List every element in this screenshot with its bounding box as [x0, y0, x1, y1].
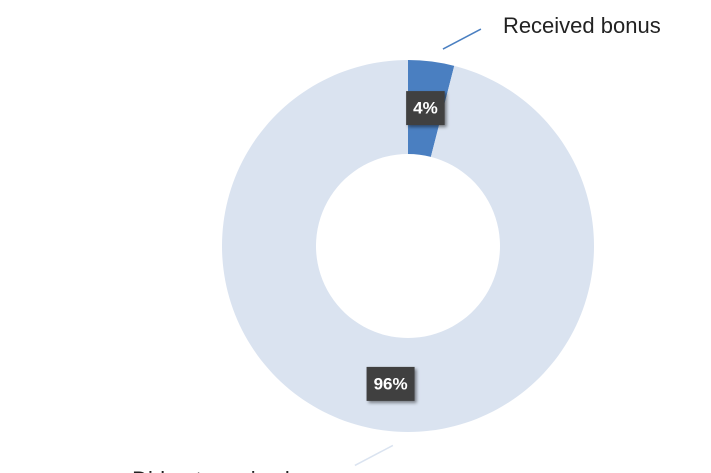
category-label: Received bonus — [503, 13, 661, 38]
value-label: 4% — [413, 99, 438, 118]
category-label: Did not receive bonus — [132, 467, 345, 473]
donut-slice — [222, 60, 595, 432]
leader-line — [354, 444, 394, 467]
value-label-box — [366, 366, 415, 401]
value-label: 96% — [374, 374, 408, 393]
leader-line — [442, 28, 482, 50]
value-label-box — [406, 91, 445, 126]
